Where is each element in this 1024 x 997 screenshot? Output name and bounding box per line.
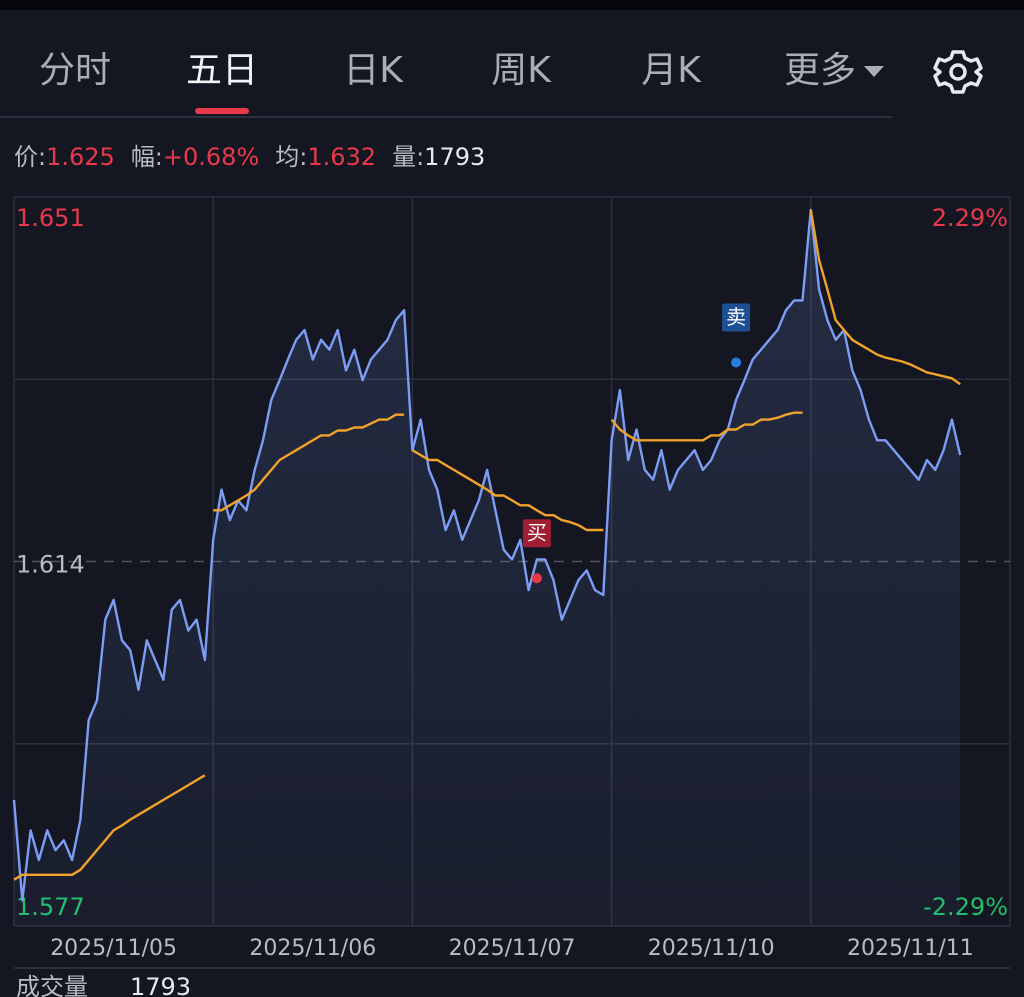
average-line bbox=[610, 411, 803, 442]
range-label: 幅: bbox=[131, 143, 163, 171]
average-line bbox=[213, 413, 405, 512]
tab[interactable]: 周K bbox=[491, 50, 552, 91]
x-tick-label: 2025/11/10 bbox=[648, 936, 775, 961]
tab-indicator bbox=[195, 108, 249, 114]
average-line bbox=[411, 449, 604, 532]
volume: 1793 bbox=[424, 143, 485, 171]
trade-dot bbox=[731, 357, 742, 368]
status-strip bbox=[0, 0, 1024, 10]
y-tick-label: 1.614 bbox=[16, 551, 85, 579]
tab[interactable]: 五日 bbox=[186, 50, 258, 91]
trade-label: 卖 bbox=[726, 305, 746, 329]
trade-badge bbox=[522, 519, 551, 548]
price-label: 价: bbox=[14, 143, 46, 171]
y-tick-label: 1.651 bbox=[16, 204, 85, 232]
settings-icon[interactable] bbox=[933, 50, 983, 94]
y2-tick-label: 2.29% bbox=[932, 204, 1008, 232]
trade-label: 买 bbox=[527, 521, 547, 545]
tab[interactable]: 分时 bbox=[39, 50, 111, 91]
x-tick-label: 2025/11/05 bbox=[50, 936, 177, 961]
volume-title: 成交量 bbox=[16, 973, 88, 997]
trade-dot bbox=[531, 573, 542, 584]
x-tick-label: 2025/11/06 bbox=[249, 936, 376, 961]
tab[interactable]: 日K bbox=[343, 50, 404, 91]
chart: 1.5771.6141.651-2.29%2.29%买卖2025/11/0520… bbox=[12, 196, 1011, 961]
x-tick-label: 2025/11/07 bbox=[449, 936, 576, 961]
avg-label: 均: bbox=[275, 143, 307, 171]
range: +0.68% bbox=[163, 143, 259, 171]
quote-row: 价:1.625 幅:+0.68% 均:1.632 量:1793 bbox=[14, 143, 485, 171]
dropdown-caret bbox=[864, 66, 884, 77]
average-line bbox=[13, 774, 206, 881]
x-tick-label: 2025/11/11 bbox=[847, 936, 974, 961]
price: 1.625 bbox=[46, 143, 115, 171]
tab-bar: 分时 五日 日K 周K 月K 更多 bbox=[39, 50, 884, 114]
trade-badge bbox=[722, 303, 751, 332]
tab[interactable]: 更多 bbox=[784, 50, 856, 91]
average-line bbox=[809, 209, 961, 386]
tab[interactable]: 月K bbox=[641, 50, 702, 91]
price-line bbox=[12, 208, 962, 902]
volume-value: 1793 bbox=[130, 973, 191, 997]
price-area bbox=[14, 209, 961, 927]
avg: 1.632 bbox=[307, 143, 376, 171]
volume-label: 量: bbox=[392, 143, 424, 171]
